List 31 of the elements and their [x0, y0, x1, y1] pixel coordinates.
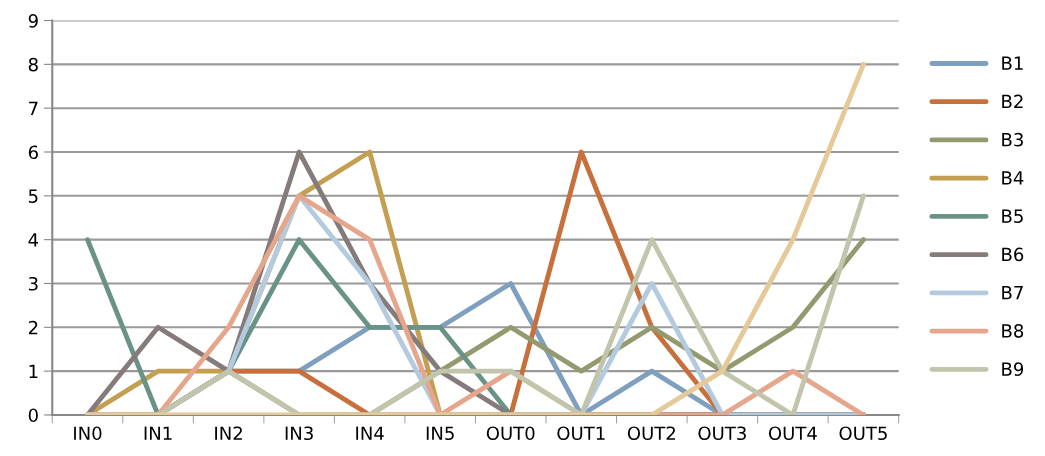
x-tick-label: OUT4: [768, 426, 817, 441]
legend-label: B9: [1002, 362, 1024, 376]
y-tick-label: 6: [28, 145, 38, 160]
legend-label: B4: [1002, 171, 1024, 185]
legend-label: B8: [1002, 324, 1024, 338]
y-tick-label: 1: [29, 364, 38, 378]
legend-label: B6: [1002, 247, 1024, 262]
legend-label: B2: [1002, 94, 1023, 109]
y-tick-label: 5: [28, 189, 38, 203]
x-tick-label: OUT3: [698, 426, 746, 441]
legend-label: B3: [1002, 132, 1023, 147]
x-tick-label: IN3: [285, 426, 313, 441]
x-tick-label: IN5: [426, 426, 454, 441]
y-tick-label: 4: [28, 233, 39, 247]
x-tick-label: OUT1: [557, 426, 605, 441]
y-tick-label: 8: [28, 57, 38, 72]
y-tick-label: 2: [28, 320, 38, 335]
x-tick-label: IN0: [74, 426, 102, 441]
y-tick-label: 3: [28, 276, 38, 291]
x-tick-label: IN1: [144, 426, 172, 440]
x-tick-label: OUT5: [839, 426, 887, 441]
x-tick-label: OUT2: [627, 426, 675, 441]
legend-label: B7: [1002, 286, 1023, 300]
x-tick-label: IN4: [356, 426, 384, 440]
y-tick-label: 0: [28, 408, 38, 423]
y-tick-label: 9: [28, 13, 38, 28]
x-tick-label: IN2: [215, 426, 242, 440]
legend-label: B1: [1002, 56, 1023, 70]
x-tick-label: OUT0: [486, 426, 535, 441]
legend-label: B5: [1002, 209, 1023, 223]
y-tick-label: 7: [29, 101, 38, 116]
